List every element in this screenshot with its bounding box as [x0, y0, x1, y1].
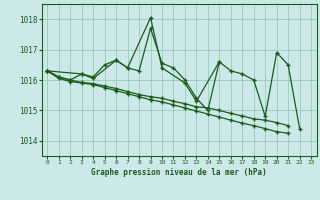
- X-axis label: Graphe pression niveau de la mer (hPa): Graphe pression niveau de la mer (hPa): [91, 168, 267, 177]
